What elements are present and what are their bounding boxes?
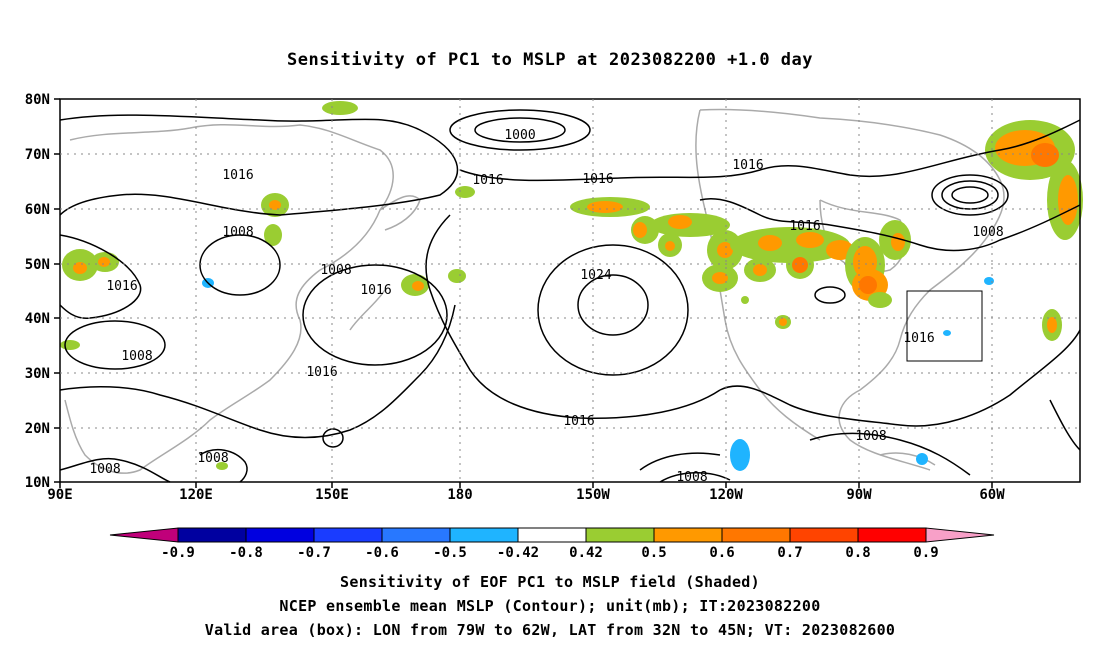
chart-title: Sensitivity of PC1 to MSLP at 2023082200… bbox=[286, 50, 813, 70]
valid-area-box bbox=[906, 290, 983, 362]
colorbar-label: -0.6 bbox=[365, 545, 399, 561]
coastlines bbox=[64, 108, 1005, 474]
lat-label: 20N bbox=[25, 421, 50, 437]
colorbar-label: 0.8 bbox=[845, 545, 870, 561]
contour-label: 1016 bbox=[306, 365, 337, 380]
lat-label: 40N bbox=[25, 311, 50, 327]
contour-label: 1016 bbox=[222, 168, 253, 183]
colorbar-swatch bbox=[653, 527, 723, 543]
contour-label: 1008 bbox=[855, 429, 886, 444]
contour-label: 1016 bbox=[903, 331, 934, 346]
lon-label: 150E bbox=[315, 487, 349, 503]
contour-labels: 1000 1016 1016 1016 1016 1008 1008 1016 … bbox=[89, 128, 1003, 485]
colorbar-swatch bbox=[313, 527, 383, 543]
contour-label: 1016 bbox=[472, 173, 503, 188]
colorbar-label: 0.7 bbox=[777, 545, 802, 561]
lat-label: 50N bbox=[25, 257, 50, 273]
contour-label: 1008 bbox=[676, 470, 707, 485]
plot-frame bbox=[54, 98, 1081, 488]
lat-label: 10N bbox=[25, 475, 50, 491]
contour-label: 1008 bbox=[197, 451, 228, 466]
lon-label: 180 bbox=[447, 487, 472, 503]
lat-label: 60N bbox=[25, 202, 50, 218]
colorbar-label: -0.7 bbox=[297, 545, 331, 561]
caption-line-1: Sensitivity of EOF PC1 to MSLP field (Sh… bbox=[340, 573, 760, 591]
contour-label: 1016 bbox=[582, 172, 613, 187]
colorbar-label: -0.42 bbox=[497, 545, 539, 561]
colorbar-swatch bbox=[857, 527, 927, 543]
contour-label: 1008 bbox=[320, 263, 351, 278]
colorbar-swatch bbox=[721, 527, 791, 543]
contour-label: 1016 bbox=[789, 219, 820, 234]
colorbar-swatch bbox=[517, 527, 587, 543]
lat-label: 80N bbox=[25, 92, 50, 108]
caption-line-2: NCEP ensemble mean MSLP (Contour); unit(… bbox=[279, 597, 821, 615]
contour-label: 1008 bbox=[121, 349, 152, 364]
colorbar-swatch bbox=[245, 527, 315, 543]
colorbar-label: 0.6 bbox=[709, 545, 734, 561]
colorbar-label: -0.8 bbox=[229, 545, 263, 561]
colorbar-end-low bbox=[109, 527, 179, 543]
colorbar-end-high bbox=[925, 527, 995, 543]
colorbar-swatch bbox=[789, 527, 859, 543]
colorbar-swatch bbox=[381, 527, 451, 543]
colorbar-label: 0.42 bbox=[569, 545, 603, 561]
colorbar-label: 0.9 bbox=[913, 545, 938, 561]
lon-label: 120E bbox=[179, 487, 213, 503]
lon-label: 120W bbox=[709, 487, 743, 503]
lat-label: 30N bbox=[25, 366, 50, 382]
lon-label: 60W bbox=[979, 487, 1005, 503]
contour-label: 1008 bbox=[89, 462, 120, 477]
contour-label: 1016 bbox=[360, 283, 391, 298]
colorbar: -0.9 -0.8 -0.7 -0.6 -0.5 -0.42 0.42 0.5 0.6 0.7 0.… bbox=[109, 527, 995, 561]
lat-label: 70N bbox=[25, 147, 50, 163]
colorbar-swatch bbox=[177, 527, 247, 543]
contour-label: 1000 bbox=[504, 128, 535, 143]
lon-label: 90W bbox=[846, 487, 872, 503]
contour-label: 1016 bbox=[732, 158, 763, 173]
contour-label: 1016 bbox=[563, 414, 594, 429]
lon-label: 150W bbox=[576, 487, 610, 503]
colorbar-swatch bbox=[585, 527, 655, 543]
colorbar-label: -0.5 bbox=[433, 545, 467, 561]
contour-label: 1008 bbox=[972, 225, 1003, 240]
contour-label: 1016 bbox=[106, 279, 137, 294]
contour-label: 1024 bbox=[580, 268, 611, 283]
sensitivity-shading bbox=[60, 101, 1083, 471]
contour-label: 1008 bbox=[222, 225, 253, 240]
lon-labels: 90E 120E 150E 180 150W 120W 90W 60W bbox=[47, 487, 1005, 503]
lat-labels: 80N 70N 60N 50N 40N 30N 20N 10N bbox=[25, 92, 50, 491]
lon-label: 90E bbox=[47, 487, 72, 503]
colorbar-label: 0.5 bbox=[641, 545, 666, 561]
caption-line-3: Valid area (box): LON from 79W to 62W, L… bbox=[204, 621, 896, 639]
colorbar-swatch bbox=[449, 527, 519, 543]
colorbar-label: -0.9 bbox=[161, 545, 195, 561]
mslp-contours bbox=[59, 109, 1081, 483]
